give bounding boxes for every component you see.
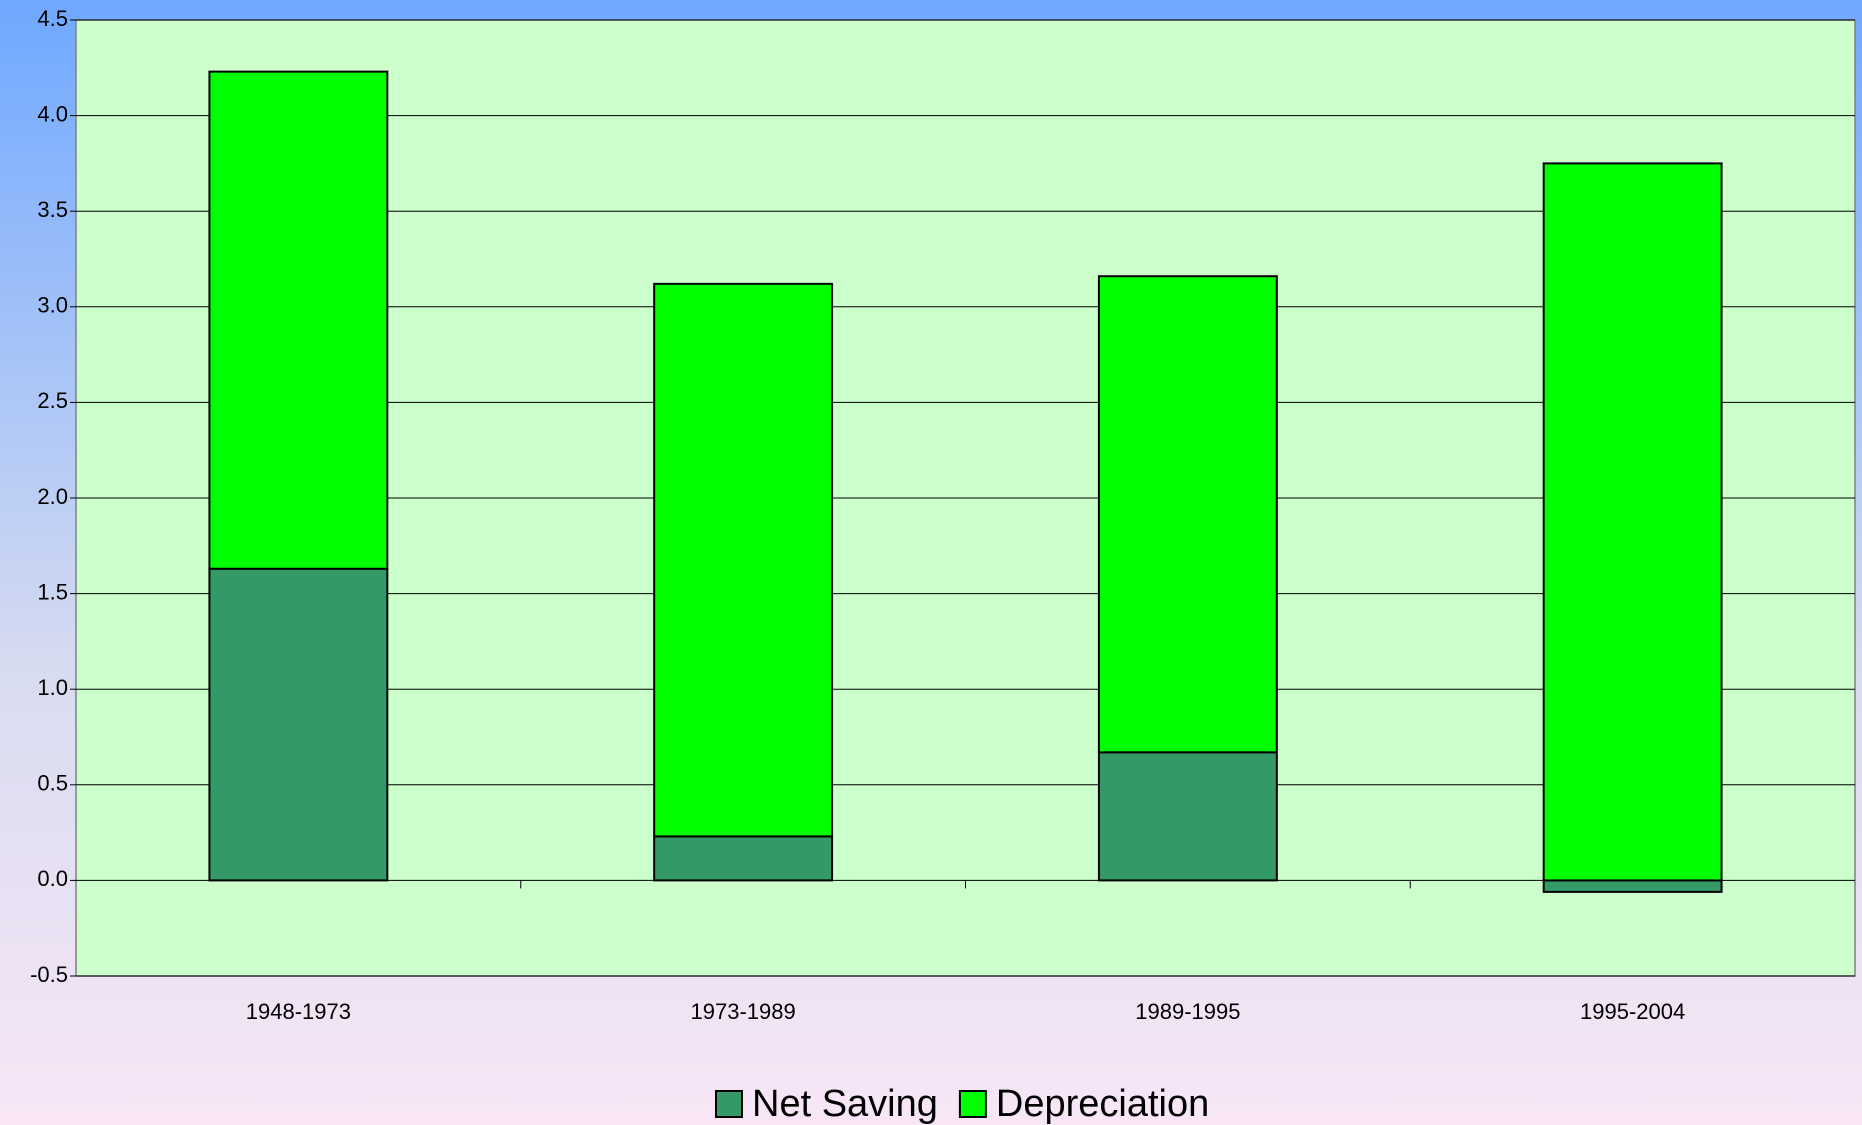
x-tick-label: 1948-1973 (246, 999, 351, 1024)
y-tick-label: 0.0 (37, 866, 68, 891)
x-tick-label: 1989-1995 (1135, 999, 1240, 1024)
y-tick-label: 1.5 (37, 579, 68, 604)
bar-segment (208, 70, 389, 570)
y-tick-label: 3.5 (37, 197, 68, 222)
y-tick-label: 0.5 (37, 771, 68, 796)
legend-swatch (715, 1090, 743, 1118)
y-tick-label: 3.0 (37, 293, 68, 318)
y-tick-label: -0.5 (30, 962, 68, 987)
legend-label: Net Saving (752, 1083, 938, 1125)
y-tick-label: 2.5 (37, 388, 68, 413)
bar-segment (1097, 751, 1278, 882)
bar-segment (1542, 162, 1723, 882)
x-tick-label: 1995-2004 (1580, 999, 1685, 1024)
x-tick-label: 1973-1989 (691, 999, 796, 1024)
legend-label: Depreciation (996, 1083, 1209, 1125)
bar-segment (1097, 275, 1278, 754)
bar-segment (208, 567, 389, 882)
bar-segment (1542, 879, 1723, 893)
bar-segment (653, 835, 834, 882)
y-tick-label: 1.0 (37, 675, 68, 700)
y-tick-label: 4.0 (37, 101, 68, 126)
y-tick-label: 4.5 (37, 6, 68, 31)
bar-segment (653, 282, 834, 838)
y-tick-label: 2.0 (37, 484, 68, 509)
legend-swatch (958, 1090, 987, 1118)
